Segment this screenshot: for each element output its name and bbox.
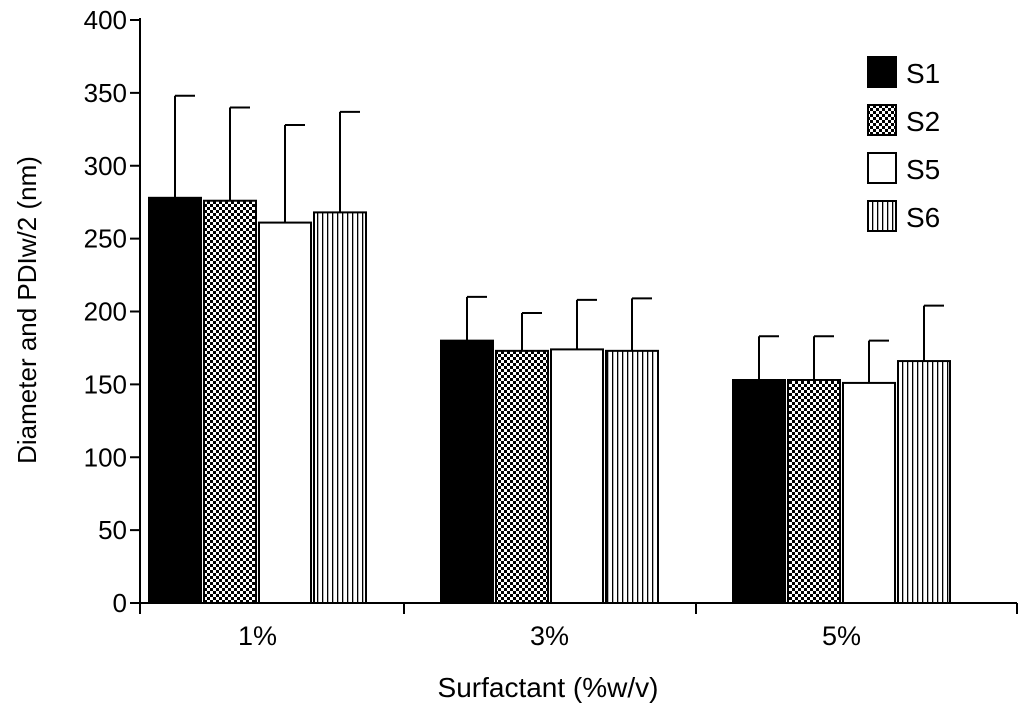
bars-layer <box>148 196 951 605</box>
x-tick-label: 3% <box>530 621 569 651</box>
bar-s5-5pct <box>842 381 896 605</box>
y-tick-label: 100 <box>84 442 127 472</box>
bar-s1-5pct <box>732 379 786 604</box>
bar-s2-1pct <box>203 199 257 604</box>
bar-s6-3pct <box>605 349 659 605</box>
legend: S1 S2 S5 S6 <box>867 56 940 233</box>
bar-s5-1pct <box>258 221 312 604</box>
y-tick-label: 200 <box>84 297 127 327</box>
y-tick-label: 0 <box>113 588 127 618</box>
bar-s2-5pct <box>787 379 841 604</box>
legend-label-s2: S2 <box>906 106 940 137</box>
y-tick-label: 50 <box>98 515 127 545</box>
legend-swatch-s2 <box>867 104 897 136</box>
legend-swatch-s6 <box>867 200 897 232</box>
error-bars-layer <box>174 94 944 383</box>
bar-s1-1pct <box>148 196 202 604</box>
y-tick-label: 150 <box>84 369 127 399</box>
legend-swatch-s1 <box>867 56 897 88</box>
axes-layer: 0 50 100 150 200 250 300 350 400 1% 3% 5% <box>84 5 1018 651</box>
x-tick-label: 5% <box>822 621 861 651</box>
y-tick-label: 250 <box>84 224 127 254</box>
x-axis-label: Surfactant (%w/v) <box>438 672 659 703</box>
bar-s5-3pct <box>550 348 604 604</box>
legend-label-s5: S5 <box>906 154 940 185</box>
bar-s1-3pct <box>440 339 494 604</box>
legend-swatch-s5 <box>867 152 897 184</box>
x-tick-label: 1% <box>238 621 277 651</box>
y-tick-label: 350 <box>84 78 127 108</box>
legend-label-s1: S1 <box>906 58 940 89</box>
bar-s2-3pct <box>495 349 549 605</box>
y-tick-label: 400 <box>84 5 127 35</box>
y-axis-label: Diameter and PDIw/2 (nm) <box>12 156 42 464</box>
y-tick-label: 300 <box>84 151 127 181</box>
bar-s6-1pct <box>313 211 367 604</box>
bar-s6-5pct <box>897 360 951 604</box>
legend-label-s6: S6 <box>906 202 940 233</box>
